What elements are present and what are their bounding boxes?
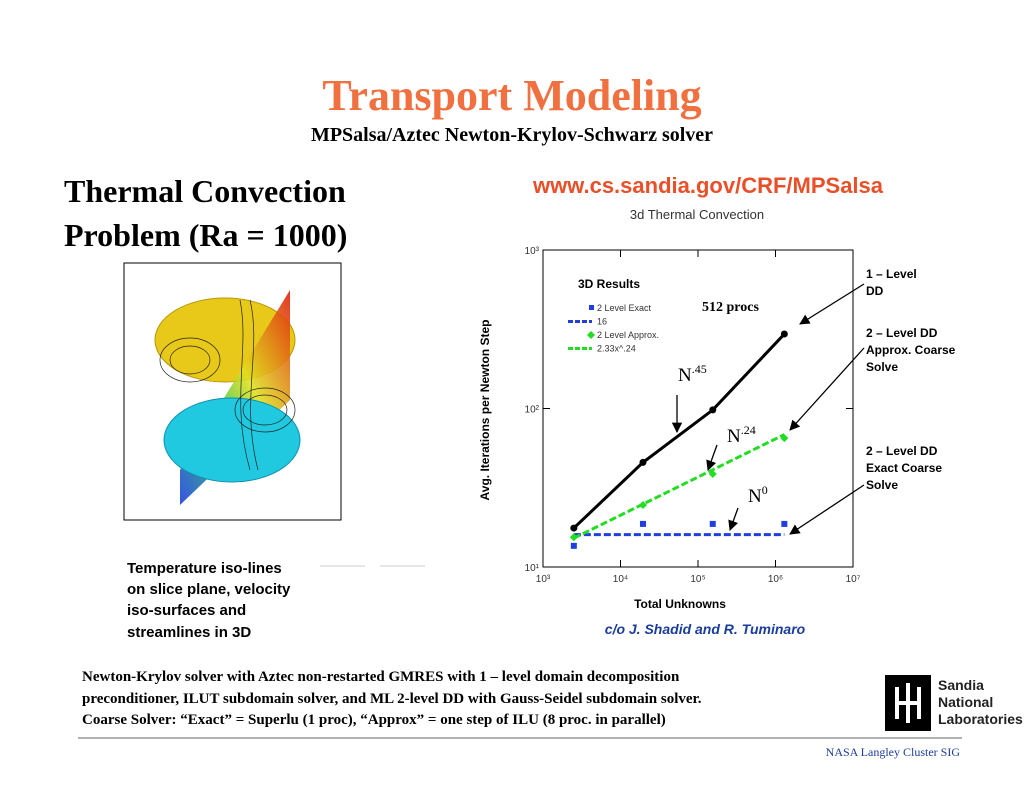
slope-exp: .45 [692,362,707,376]
point [709,520,716,527]
slope-label: N.45 [678,362,707,386]
slope-exp: 0 [762,483,768,497]
chart: 3d Thermal Convection Total Unknowns Avg… [478,207,865,611]
slope-base: N [748,486,762,507]
logo: Sandia National Laboratories [885,675,1023,731]
x-tick-label: 10⁶ [768,574,783,585]
annotation-line: Solve [866,360,898,374]
annotation-line: 2 – Level DD [866,444,938,458]
slope-exp: .24 [741,423,756,437]
legend-label: 16 [597,317,607,327]
point [781,520,788,527]
caption-line: iso-surfaces and [127,602,246,619]
x-tick-label: 10⁵ [690,574,705,585]
y-tick-label: 10¹ [525,563,540,574]
y-tick-label: 10³ [525,246,540,257]
annotation: 2 – Level DD Approx. Coarse Solve [866,326,956,374]
heading: Problem (Ra = 1000) [64,217,347,253]
slope-label: N0 [748,483,768,507]
point [570,524,578,532]
legend-label: 2.33x^.24 [597,344,636,354]
caption-line: streamlines in 3D [127,624,251,641]
legend-label: 2 Level Approx. [597,330,659,340]
logo-line: Sandia [938,677,984,693]
logo-text: Sandia National Laboratories [938,677,1023,727]
legend-swatch [589,305,594,310]
logo-line: National [938,694,993,710]
x-tick-label: 10⁴ [613,574,628,585]
footer: NASA Langley Cluster SIG [826,745,961,759]
series-line [572,333,786,530]
url: www.cs.sandia.gov/CRF/MPSalsa [532,173,884,198]
point [709,406,717,414]
paragraph-line: preconditioner, ILUT subdomain solver, a… [82,691,702,707]
logo-line: Laboratories [938,711,1023,727]
caption-line: Temperature iso-lines [127,560,282,577]
annotation: 2 – Level DD Exact Coarse Solve [866,444,942,492]
x-axis-label: Total Unknowns [634,597,726,611]
annotation-line: 2 – Level DD [866,326,938,340]
legend-swatch [587,331,595,339]
note: 3D Results [578,277,640,291]
chart-title: 3d Thermal Convection [630,207,764,222]
caption: Temperature iso-lines on slice plane, vel… [127,560,291,641]
point [639,458,647,466]
x-tick-label: 10⁷ [846,574,861,585]
title: Transport Modeling [322,71,701,120]
point [780,330,788,338]
y-tick-label: 10² [525,405,540,416]
point [639,520,646,527]
caption-line: on slice plane, velocity [127,581,291,598]
annotation-line: 1 – Level [866,267,917,281]
paragraph: Newton-Krylov solver with Aztec non-rest… [82,669,702,728]
x-tick-label: 10³ [536,574,551,585]
annotation-line: DD [866,284,884,298]
point [570,542,577,549]
legend-label: 2 Level Exact [597,303,652,313]
slope-base: N [678,365,692,386]
heading: Thermal Convection [64,173,346,209]
annotation-line: Exact Coarse [866,461,942,475]
plot-frame [542,249,854,568]
paragraph-line: Coarse Solver: “Exact” = Superlu (1 proc… [82,712,666,728]
slope-label: N.24 [727,423,756,447]
annotation-line: Approx. Coarse [866,343,956,357]
subtitle: MPSalsa/Aztec Newton-Krylov-Schwarz solv… [311,124,713,146]
series-line [573,433,785,540]
annotation-line: Solve [866,478,898,492]
annotation: 1 – Level DD [866,267,917,298]
arrows [671,283,865,535]
simulation-image [123,262,342,521]
note: 512 procs [702,300,759,315]
credit: c/o J. Shadid and R. Tuminaro [605,621,806,637]
paragraph-line: Newton-Krylov solver with Aztec non-rest… [82,669,680,685]
slope-base: N [727,426,741,447]
y-axis-label: Avg. Iterations per Newton Step [478,320,492,501]
